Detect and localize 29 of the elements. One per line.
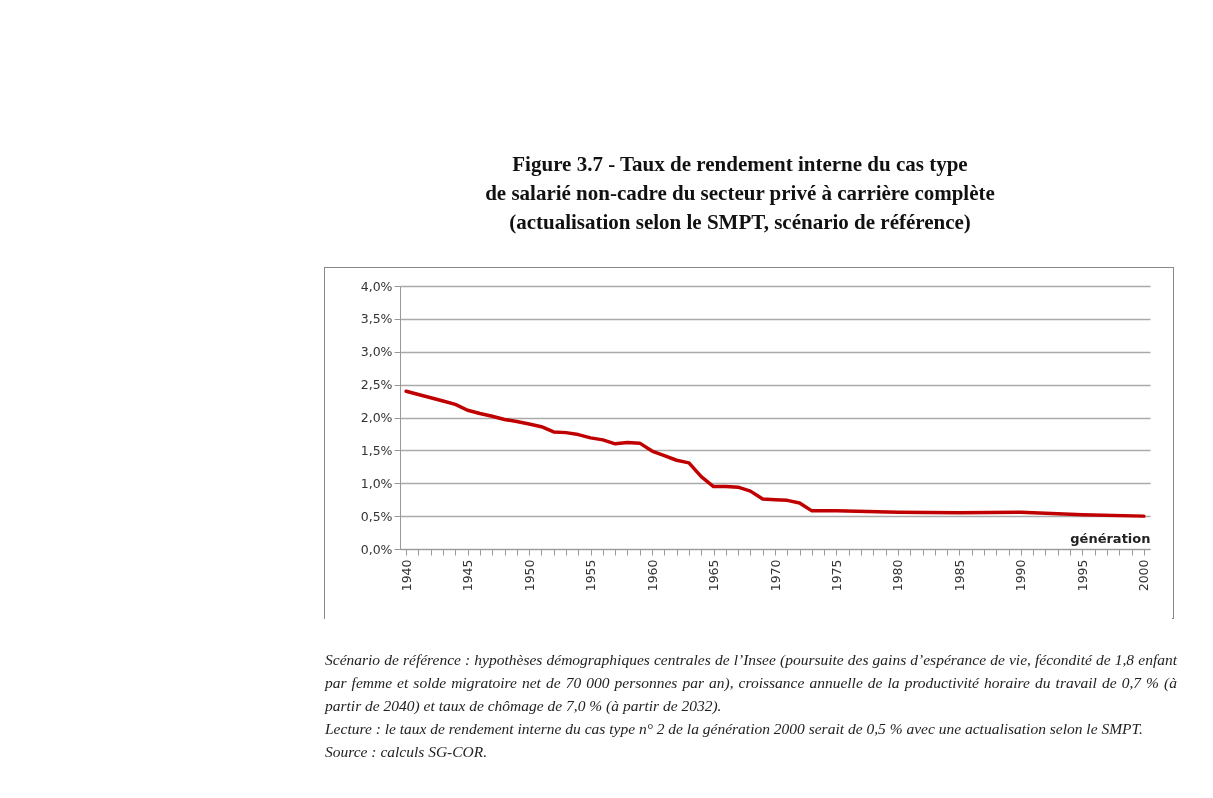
x-tick-label: 2000 <box>1136 559 1152 592</box>
x-tick-label: 1940 <box>398 559 414 592</box>
y-tick-label: 1,5% <box>360 442 393 458</box>
x-tick-label: 1945 <box>460 559 476 592</box>
line-series <box>404 389 1146 518</box>
x-tick-label: 1970 <box>767 559 783 592</box>
x-tick-label: 1960 <box>644 559 660 592</box>
x-tick-label: 1955 <box>583 559 599 592</box>
x-tick-label: 1995 <box>1074 559 1090 592</box>
y-tick-label: 2,5% <box>360 377 393 393</box>
y-tick-label: 4,0% <box>360 278 393 294</box>
y-tick-label: 3,5% <box>360 311 393 327</box>
y-tick-label: 2,0% <box>360 410 393 425</box>
chart-title: Figure 3.7 - Taux de rendement interne du cas type de salarié non-cadre du secteur privé à carrière complète <box>484 151 996 207</box>
y-tick-label: 0,0% <box>360 541 393 557</box>
chart-subtitle: (actualisation selon le SMPT, scénario de référence) <box>508 209 972 236</box>
y-tick-label: 0,5% <box>360 508 393 524</box>
x-tick-label: 1965 <box>706 559 722 592</box>
y-tick-label: 1,0% <box>360 475 393 491</box>
x-tick-label: 1950 <box>521 559 537 592</box>
text: Lecture : le taux de rendement interne du cas type n° 2 de la génération 2000 serait de 0,5 % avec une actualisation selon le SMPT. <box>325 719 1144 739</box>
source-note: Source : calculs SG-COR. <box>325 742 489 762</box>
x-tick-label: 1985 <box>951 559 967 592</box>
text: Scénario de référence : hypothèses démographiques centrales de l’Insee (poursuite des gains d’espérance de vie, fécondité de 1,8 enfant par femme et solde migratoire net de 70 000 personnes par an), croissance annuelle de la productivité horaire du travail de 0,7 % (à partir de 2040) et taux de chômage de 7,0 % (à partir de 2032). <box>325 650 1177 716</box>
x-tick-label: 1975 <box>828 559 844 592</box>
x-tick-label: 1990 <box>1013 559 1029 592</box>
y-tick-label: 3,0% <box>360 344 393 360</box>
x-tick-label: 1980 <box>890 559 906 592</box>
x-axis-title: génération <box>1070 530 1151 546</box>
